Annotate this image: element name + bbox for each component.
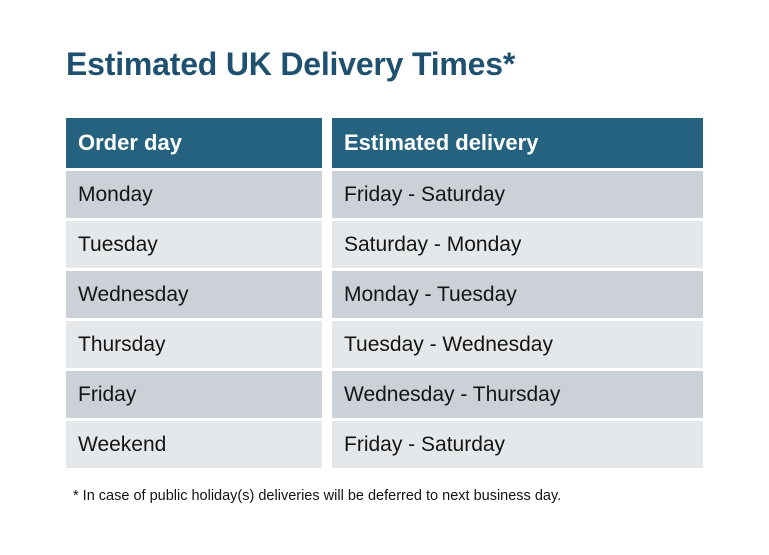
cell-order-day: Weekend bbox=[66, 421, 322, 468]
delivery-times-table: Order day Estimated delivery Monday Frid… bbox=[66, 118, 703, 468]
table-row: Friday Wednesday - Thursday bbox=[66, 371, 703, 418]
table-row: Weekend Friday - Saturday bbox=[66, 421, 703, 468]
table-header-row: Order day Estimated delivery bbox=[66, 118, 703, 168]
cell-estimated-delivery: Friday - Saturday bbox=[332, 421, 703, 468]
table-row: Thursday Tuesday - Wednesday bbox=[66, 321, 703, 368]
table-row: Monday Friday - Saturday bbox=[66, 171, 703, 218]
cell-estimated-delivery: Wednesday - Thursday bbox=[332, 371, 703, 418]
cell-order-day: Friday bbox=[66, 371, 322, 418]
footnote-public-holiday: * In case of public holiday(s) deliverie… bbox=[73, 488, 562, 504]
cell-estimated-delivery: Friday - Saturday bbox=[332, 171, 703, 218]
cell-order-day: Thursday bbox=[66, 321, 322, 368]
cell-estimated-delivery: Saturday - Monday bbox=[332, 221, 703, 268]
table-row: Tuesday Saturday - Monday bbox=[66, 221, 703, 268]
cell-order-day: Wednesday bbox=[66, 271, 322, 318]
table-row: Wednesday Monday - Tuesday bbox=[66, 271, 703, 318]
column-header-order-day: Order day bbox=[66, 118, 322, 168]
cell-estimated-delivery: Monday - Tuesday bbox=[332, 271, 703, 318]
page-title: Estimated UK Delivery Times* bbox=[66, 46, 516, 82]
cell-order-day: Tuesday bbox=[66, 221, 322, 268]
column-header-estimated-delivery: Estimated delivery bbox=[332, 118, 703, 168]
cell-estimated-delivery: Tuesday - Wednesday bbox=[332, 321, 703, 368]
cell-order-day: Monday bbox=[66, 171, 322, 218]
